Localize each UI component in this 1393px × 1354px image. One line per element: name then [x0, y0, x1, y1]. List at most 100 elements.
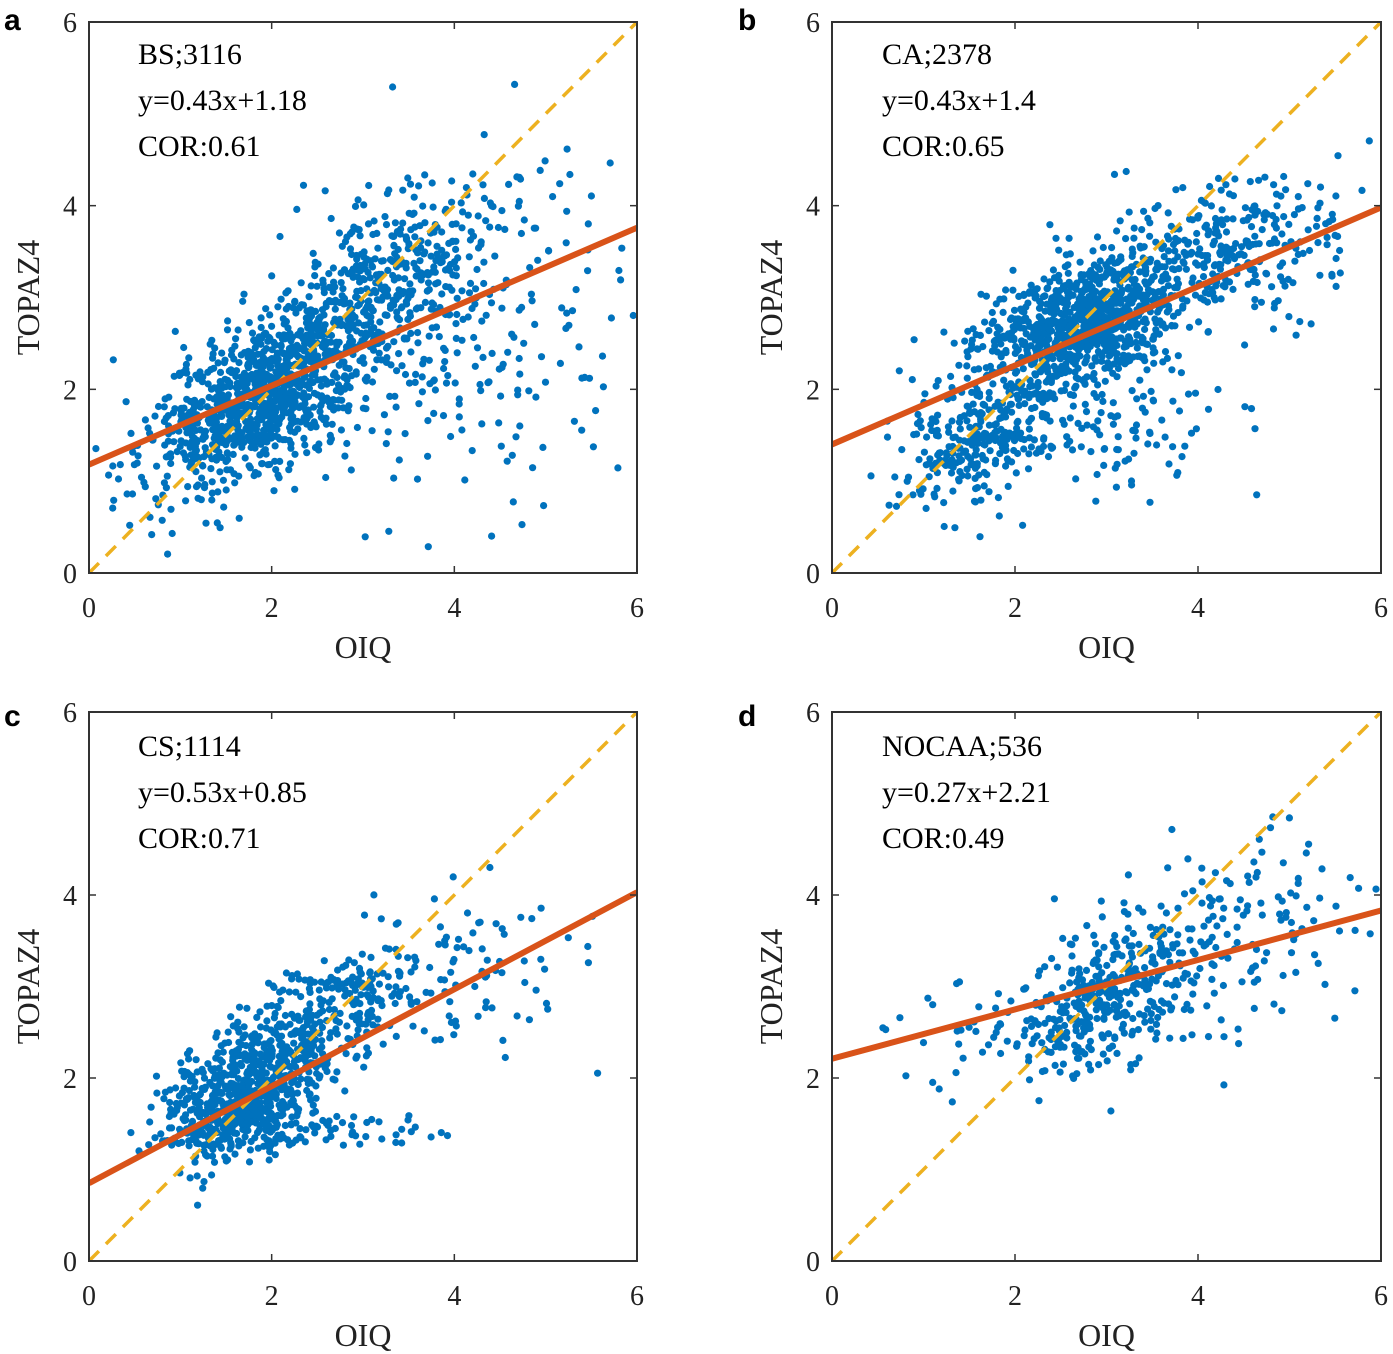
- data-point: [1069, 402, 1077, 410]
- data-point: [985, 388, 993, 397]
- data-point: [281, 1011, 289, 1020]
- data-point: [404, 954, 412, 962]
- data-point: [334, 966, 342, 974]
- data-point: [498, 925, 506, 933]
- data-point: [168, 1124, 176, 1132]
- data-point: [1212, 220, 1220, 228]
- data-point: [186, 1047, 194, 1055]
- data-point: [321, 187, 329, 195]
- data-point: [141, 483, 149, 491]
- data-point: [306, 377, 314, 385]
- data-point: [311, 1129, 319, 1137]
- data-point: [329, 264, 337, 272]
- data-point: [392, 403, 400, 411]
- data-point: [1156, 939, 1165, 947]
- data-point: [1292, 968, 1300, 977]
- y-axis-label: TOPAZ4: [10, 240, 46, 356]
- data-point: [294, 1080, 302, 1089]
- data-point: [464, 211, 472, 219]
- data-point: [1000, 295, 1008, 303]
- data-point: [1107, 1107, 1115, 1115]
- data-point: [895, 491, 903, 499]
- data-point: [233, 1067, 241, 1075]
- data-point: [351, 313, 359, 321]
- data-point: [273, 404, 281, 412]
- data-point: [1023, 1017, 1031, 1025]
- data-point: [447, 432, 455, 441]
- data-point: [362, 377, 370, 385]
- data-point: [1263, 949, 1271, 957]
- data-point: [336, 298, 344, 307]
- data-point: [1157, 902, 1165, 910]
- data-point: [1007, 400, 1016, 408]
- data-point: [1087, 448, 1095, 456]
- data-point: [556, 180, 564, 188]
- data-point: [361, 307, 369, 316]
- data-point: [1151, 960, 1159, 968]
- data-point: [1184, 855, 1192, 863]
- data-point: [1044, 1048, 1052, 1056]
- data-point: [480, 258, 488, 266]
- data-point: [1179, 949, 1187, 957]
- data-point: [1011, 349, 1019, 357]
- data-point: [219, 1048, 227, 1056]
- data-point: [110, 496, 118, 504]
- data-point: [919, 1039, 928, 1047]
- data-point: [1189, 947, 1197, 955]
- data-point: [186, 397, 195, 406]
- data-point: [1138, 226, 1146, 234]
- data-point: [499, 360, 507, 368]
- data-point: [1214, 385, 1222, 394]
- data-point: [497, 392, 505, 400]
- data-point: [474, 212, 482, 220]
- data-point: [260, 1133, 268, 1141]
- data-point: [935, 449, 943, 457]
- data-point: [1096, 257, 1104, 265]
- data-point: [549, 193, 557, 201]
- data-point: [1114, 412, 1122, 420]
- data-point: [473, 265, 481, 274]
- data-point: [349, 321, 357, 329]
- data-point: [495, 419, 503, 427]
- data-point: [271, 1029, 280, 1037]
- data-point: [325, 1005, 333, 1014]
- data-point: [1203, 1002, 1211, 1010]
- data-point: [1129, 263, 1137, 271]
- data-point: [352, 1054, 360, 1062]
- data-point: [283, 1136, 292, 1144]
- data-point: [296, 1133, 304, 1141]
- data-point: [314, 317, 323, 325]
- data-point: [1113, 227, 1121, 235]
- data-point: [1169, 397, 1177, 405]
- data-point: [527, 290, 536, 298]
- data-point: [311, 272, 319, 280]
- data-point: [1280, 213, 1288, 221]
- data-point: [262, 450, 270, 458]
- data-point: [1148, 975, 1156, 983]
- data-point: [1095, 963, 1103, 971]
- data-point: [1274, 893, 1282, 901]
- data-point: [342, 961, 350, 970]
- data-point: [252, 361, 260, 369]
- data-point: [1135, 1054, 1143, 1062]
- data-point: [448, 177, 456, 185]
- data-point: [392, 920, 400, 928]
- data-point: [497, 442, 505, 450]
- data-point: [1209, 241, 1217, 249]
- data-point: [1192, 425, 1200, 433]
- data-point: [1111, 464, 1119, 472]
- data-point: [271, 1151, 279, 1159]
- data-point: [413, 998, 421, 1006]
- data-point: [344, 327, 352, 335]
- data-point: [992, 434, 1001, 442]
- data-point: [393, 228, 401, 236]
- data-point: [516, 370, 524, 378]
- data-point: [1031, 336, 1039, 344]
- data-point: [1167, 222, 1175, 230]
- data-point: [224, 376, 232, 384]
- data-point: [964, 353, 972, 361]
- data-point: [589, 443, 598, 451]
- data-point: [1305, 246, 1314, 255]
- data-point: [353, 423, 361, 432]
- data-point: [1098, 390, 1106, 399]
